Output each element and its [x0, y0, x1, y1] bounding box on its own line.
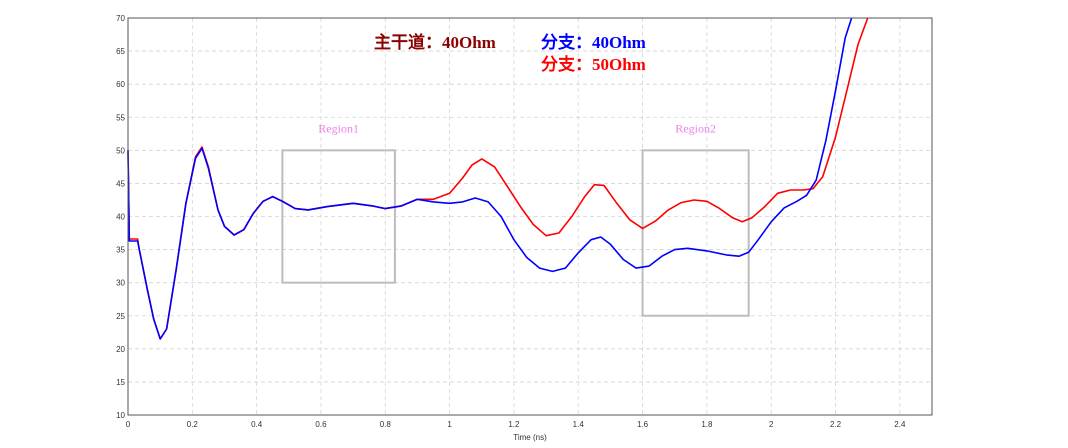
x-tick-label: 0.4: [251, 420, 263, 429]
series-line: [127, 17, 853, 340]
legend-entry: 分支：50Ohm: [541, 54, 646, 74]
x-tick-label: 1.2: [508, 420, 520, 429]
y-tick-label: 70: [116, 14, 125, 23]
y-tick-label: 35: [116, 246, 125, 255]
x-tick-label: 1.6: [637, 420, 649, 429]
x-tick-label: 1.4: [573, 420, 585, 429]
y-tick-label: 10: [116, 411, 125, 420]
x-tick-label: 0.6: [315, 420, 327, 429]
region-label: Region2: [675, 121, 716, 135]
legend-entry: 分支：40Ohm: [541, 32, 646, 52]
y-tick-label: 20: [116, 345, 125, 354]
y-tick-label: 30: [116, 279, 125, 288]
region-box: [281, 149, 396, 284]
y-tick-label: 50: [116, 146, 125, 155]
series-lines: [127, 17, 869, 340]
x-tick-label: 0.8: [380, 420, 392, 429]
y-tick-label: 55: [116, 113, 125, 122]
x-tick-label: 0: [126, 420, 131, 429]
x-tick-label: 0.2: [187, 420, 199, 429]
legend-entry: 主干道：40Ohm: [374, 32, 496, 52]
y-tick-label: 65: [116, 47, 125, 56]
x-tick-label: 1: [447, 420, 452, 429]
x-tick-label: 2: [769, 420, 774, 429]
x-axis-ticks: 0 0.2 0.4 0.6 0.8 1 1.2 1.4 1.6 1.8 2 2.2 2.4: [126, 420, 906, 429]
grid: [128, 18, 932, 415]
region-label: Region1: [318, 121, 359, 135]
x-tick-label: 2.4: [894, 420, 906, 429]
x-tick-label: 1.8: [701, 420, 713, 429]
y-tick-label: 25: [116, 312, 125, 321]
x-axis-label: Time (ns): [513, 433, 547, 442]
region-box: [641, 149, 750, 317]
y-tick-label: 40: [116, 213, 125, 222]
y-tick-label: 15: [116, 378, 125, 387]
plot-frame: [127, 17, 933, 416]
region-annotations: Region1 Region2: [281, 121, 750, 317]
y-tick-label: 60: [116, 80, 125, 89]
x-tick-label: 2.2: [830, 420, 842, 429]
y-tick-label: 45: [116, 179, 125, 188]
y-axis-ticks: 10 15 20 25 30 35 40 45 50 55 60 65 70: [116, 14, 125, 420]
